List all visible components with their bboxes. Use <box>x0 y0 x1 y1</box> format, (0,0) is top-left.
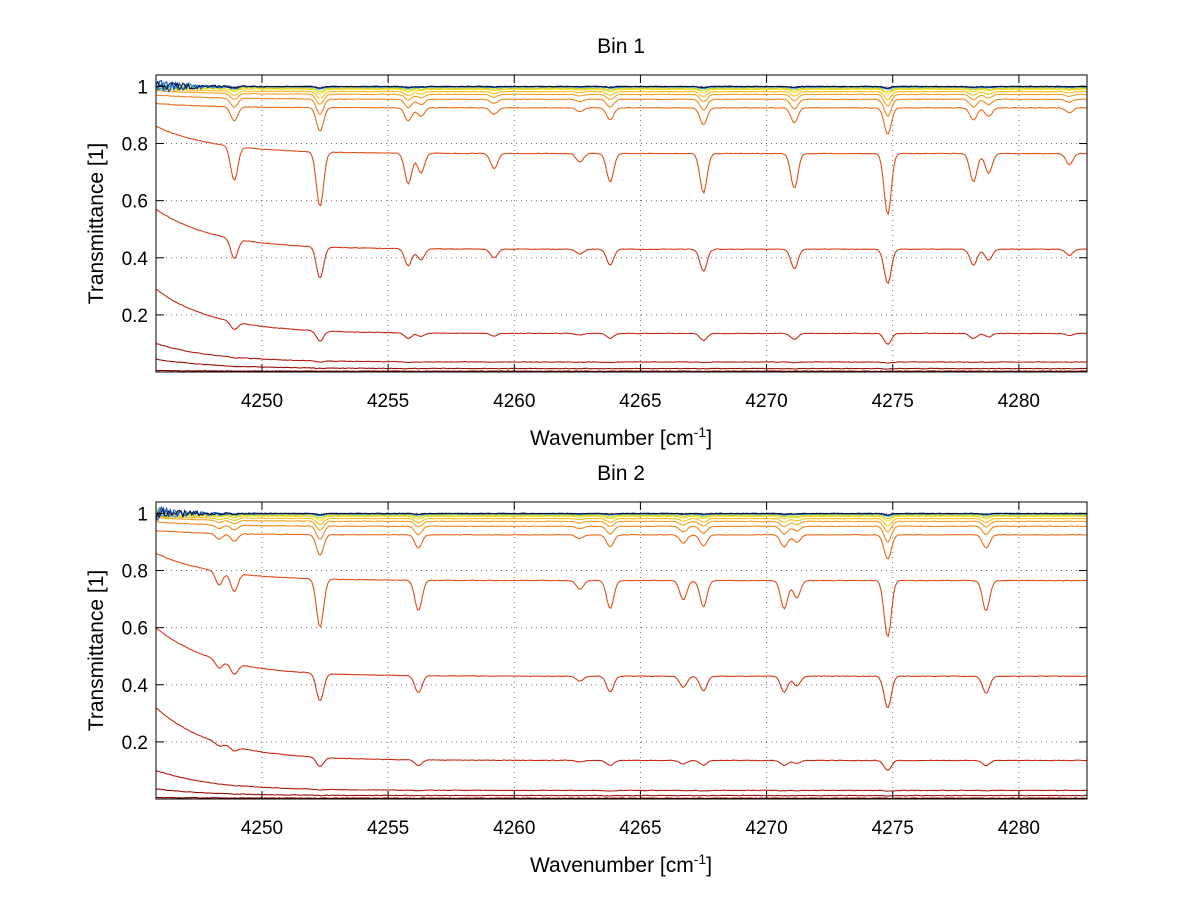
series-line-level-10 <box>155 515 1088 527</box>
series-line-level-5 <box>155 627 1088 709</box>
x-tick-label: 4265 <box>619 818 661 839</box>
x-axis-title-bin-1: Wavenumber [cm-1] <box>530 424 712 450</box>
ticks-bin-2: 4250 4255 4260 4265 4270 4275 4280 0.2 0.4 0.6 0.8… <box>122 502 1087 839</box>
x-tick-label: 4280 <box>998 818 1040 839</box>
y-tick-label: 0.6 <box>122 192 148 213</box>
series-line-level-15 <box>155 506 1088 520</box>
x-tick-label: 4270 <box>745 818 787 839</box>
series-line-level-1 <box>155 369 1088 373</box>
y-tick-label: 1 <box>137 77 148 98</box>
x-tick-label: 4260 <box>493 391 535 412</box>
x-axis-title-bin-2: Wavenumber [cm-1] <box>530 851 712 877</box>
series-line-level-4 <box>155 288 1088 345</box>
x-tick-label: 4250 <box>241 391 283 412</box>
y-axis-title-bin-2: Transmittance [1] <box>85 570 108 731</box>
y-tick-label: 0.8 <box>122 562 148 583</box>
series-line-level-7 <box>155 102 1088 135</box>
ticks-bin-1: 4250 4255 4260 4265 4270 4275 4280 0.2 0.4 0.6 0.8… <box>122 75 1087 412</box>
y-tick-label: 1 <box>137 504 148 525</box>
x-tick-label: 4255 <box>367 391 409 412</box>
y-tick-label: 0.2 <box>122 733 148 754</box>
series-line-level-9 <box>155 517 1087 533</box>
x-tick-label: 4275 <box>872 391 914 412</box>
x-tick-label: 4265 <box>619 391 661 412</box>
series-line-level-8 <box>155 94 1088 117</box>
series-line-level-1 <box>155 796 1088 800</box>
series-line-level-7 <box>155 530 1088 560</box>
panel-bin-1: Bin 1 4250 4255 4260 4265 4270 4275 4280 0.2 0.4… <box>85 35 1088 450</box>
series-line-level-2 <box>155 788 1088 797</box>
x-axis-title-text: Wavenumber [cm <box>530 427 694 450</box>
series-line-level-3 <box>155 770 1088 792</box>
x-tick-label: 4275 <box>872 818 914 839</box>
series-line-level-11 <box>155 87 1088 95</box>
series-line-level-2 <box>155 358 1088 370</box>
y-tick-label: 0.8 <box>122 135 148 156</box>
y-axis-title-bin-1: Transmittance [1] <box>85 143 108 304</box>
plot-title-bin-2: Bin 2 <box>597 462 645 485</box>
x-tick-label: 4270 <box>745 391 787 412</box>
series-line-level-10 <box>155 88 1087 101</box>
x-axis-title-superscript: -1 <box>694 424 707 440</box>
plot-title-bin-1: Bin 1 <box>597 35 645 58</box>
grid-bin-2 <box>156 502 1087 799</box>
grid-bin-1 <box>156 75 1087 372</box>
y-tick-label: 0.4 <box>122 249 149 270</box>
axes-box-bin-2 <box>155 501 1088 800</box>
series-group-bin-1 <box>155 79 1088 373</box>
series-line-level-6 <box>155 553 1088 638</box>
series-line-level-15 <box>155 80 1087 91</box>
x-tick-label: 4255 <box>367 818 409 839</box>
y-tick-label: 0.6 <box>122 619 148 640</box>
x-axis-title-end: ] <box>706 427 712 450</box>
series-line-level-12 <box>155 507 1088 521</box>
y-tick-label: 0.2 <box>122 306 148 327</box>
x-axis-title-end: ] <box>706 854 712 877</box>
series-line-level-5 <box>155 208 1088 285</box>
axes-box-bin-1 <box>155 74 1088 373</box>
x-axis-title-text: Wavenumber [cm <box>530 854 694 877</box>
x-axis-title-superscript: -1 <box>694 851 707 867</box>
x-tick-label: 4260 <box>493 818 535 839</box>
series-line-level-4 <box>155 707 1087 771</box>
series-line-level-3 <box>155 342 1088 364</box>
series-line-level-12 <box>155 82 1088 93</box>
x-tick-label: 4280 <box>998 391 1040 412</box>
panel-bin-2: Bin 2 4250 4255 4260 4265 4270 4275 4280 0.2 0.4… <box>85 462 1088 877</box>
series-line-level-6 <box>155 125 1088 216</box>
y-tick-label: 0.4 <box>122 676 149 697</box>
series-group-bin-2 <box>155 505 1088 800</box>
series-line-level-8 <box>155 521 1088 543</box>
series-line-level-9 <box>155 90 1088 107</box>
x-tick-label: 4250 <box>241 818 283 839</box>
series-line-level-11 <box>155 514 1088 522</box>
